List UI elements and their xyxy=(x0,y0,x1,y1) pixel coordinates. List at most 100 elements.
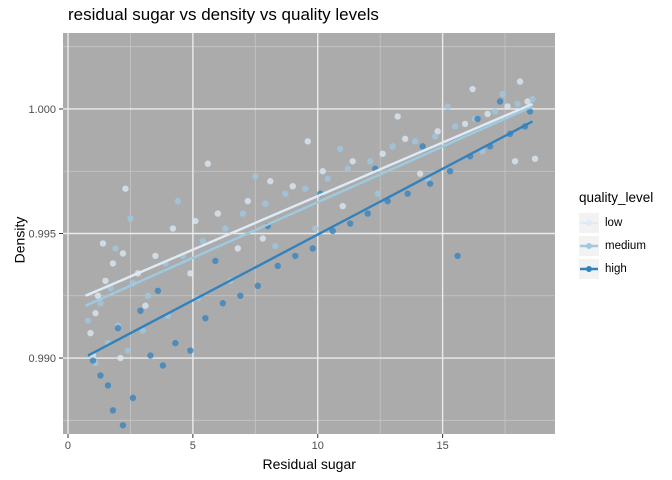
data-point-low xyxy=(516,78,524,85)
data-point-medium xyxy=(112,245,119,252)
data-point-low xyxy=(394,113,401,120)
data-point-high xyxy=(419,143,426,150)
data-point-medium xyxy=(389,143,396,150)
legend: quality_level low medium high xyxy=(579,190,653,280)
data-point-medium xyxy=(262,200,269,207)
data-point-low xyxy=(259,235,266,242)
legend-key-medium xyxy=(579,235,599,256)
data-point-low xyxy=(434,128,441,135)
data-point-high xyxy=(97,372,104,379)
data-point-medium xyxy=(324,175,331,182)
data-point-high xyxy=(329,227,336,235)
data-point-high xyxy=(364,210,371,217)
data-point-medium xyxy=(514,100,521,108)
y-tick-label: 1.000 xyxy=(28,104,56,116)
data-point-medium xyxy=(144,292,152,299)
data-point-high xyxy=(292,252,299,260)
data-point-high xyxy=(219,300,227,307)
data-point-low xyxy=(304,138,311,145)
data-point-medium xyxy=(124,347,132,354)
data-point-low xyxy=(267,177,274,185)
data-point-medium xyxy=(366,158,374,165)
data-point-low xyxy=(244,197,252,205)
data-point-high xyxy=(496,98,504,105)
data-point-medium xyxy=(374,190,381,197)
data-point-medium xyxy=(411,138,419,145)
data-point-high xyxy=(474,115,481,123)
data-point-low xyxy=(234,245,242,252)
data-point-low xyxy=(416,170,424,177)
data-point-low xyxy=(484,110,491,118)
data-point-low xyxy=(504,103,511,110)
legend-label: high xyxy=(605,262,627,275)
x-tick-label: 10 xyxy=(312,440,324,452)
data-point-high xyxy=(147,352,154,359)
data-point-low xyxy=(87,329,94,337)
data-point-medium xyxy=(529,95,536,103)
y-tick-label: 0.990 xyxy=(28,353,56,365)
data-point-low xyxy=(102,277,109,285)
data-point-high xyxy=(237,292,244,299)
data-point-high xyxy=(454,252,461,260)
data-point-medium xyxy=(199,237,207,245)
grid-major xyxy=(63,33,555,434)
data-point-high xyxy=(159,362,167,369)
data-point-high xyxy=(89,357,97,364)
data-point-medium xyxy=(312,225,319,232)
data-point-high xyxy=(109,407,117,414)
data-point-low xyxy=(401,135,409,143)
x-tick-label: 5 xyxy=(190,440,196,452)
data-point-high xyxy=(404,190,411,197)
data-point-medium xyxy=(491,108,499,115)
chart-title: residual sugar vs density vs quality lev… xyxy=(68,5,379,24)
data-point-low xyxy=(531,155,539,162)
data-point-low xyxy=(461,120,469,128)
data-point-high xyxy=(187,347,194,354)
legend-item-high: high xyxy=(579,257,653,280)
trend-lines xyxy=(84,102,534,357)
data-point-low xyxy=(204,160,212,167)
data-point-high xyxy=(114,324,122,332)
data-point-high xyxy=(154,287,162,294)
data-point-high xyxy=(274,262,281,270)
data-point-low xyxy=(142,302,149,309)
data-point-medium xyxy=(431,133,439,140)
legend-item-low: low xyxy=(579,211,653,234)
data-point-medium xyxy=(444,103,451,110)
data-point-low xyxy=(524,98,531,105)
data-point-low xyxy=(192,217,199,225)
data-point-high xyxy=(254,282,262,290)
data-point-high xyxy=(526,108,534,115)
points-layer xyxy=(84,78,539,429)
data-point-low xyxy=(152,252,159,260)
data-point-low xyxy=(289,182,296,190)
data-point-low xyxy=(119,250,127,257)
data-point-high xyxy=(137,307,144,314)
data-point-high xyxy=(446,168,454,175)
data-point-medium xyxy=(344,165,351,172)
data-point-low xyxy=(511,158,519,165)
data-point-high xyxy=(202,314,209,322)
data-point-medium xyxy=(499,90,506,98)
data-point-high xyxy=(426,180,434,187)
trend-line-low xyxy=(85,102,533,297)
data-point-low xyxy=(379,150,386,157)
data-point-low xyxy=(117,354,124,362)
legend-label: medium xyxy=(605,239,646,252)
data-point-high xyxy=(129,394,137,402)
data-point-medium xyxy=(97,300,104,307)
legend-title: quality_level xyxy=(579,190,654,205)
data-point-medium xyxy=(282,190,289,197)
legend-label: low xyxy=(605,216,623,229)
data-point-medium xyxy=(174,197,182,205)
data-point-high xyxy=(119,422,127,429)
data-point-low xyxy=(99,240,107,247)
data-point-medium xyxy=(139,327,147,334)
data-point-low xyxy=(339,202,346,210)
x-tick-label: 0 xyxy=(65,440,71,452)
data-point-medium xyxy=(239,210,247,217)
data-point-high xyxy=(212,257,219,265)
data-point-low xyxy=(187,270,194,277)
y-axis-title: Density xyxy=(11,216,28,264)
